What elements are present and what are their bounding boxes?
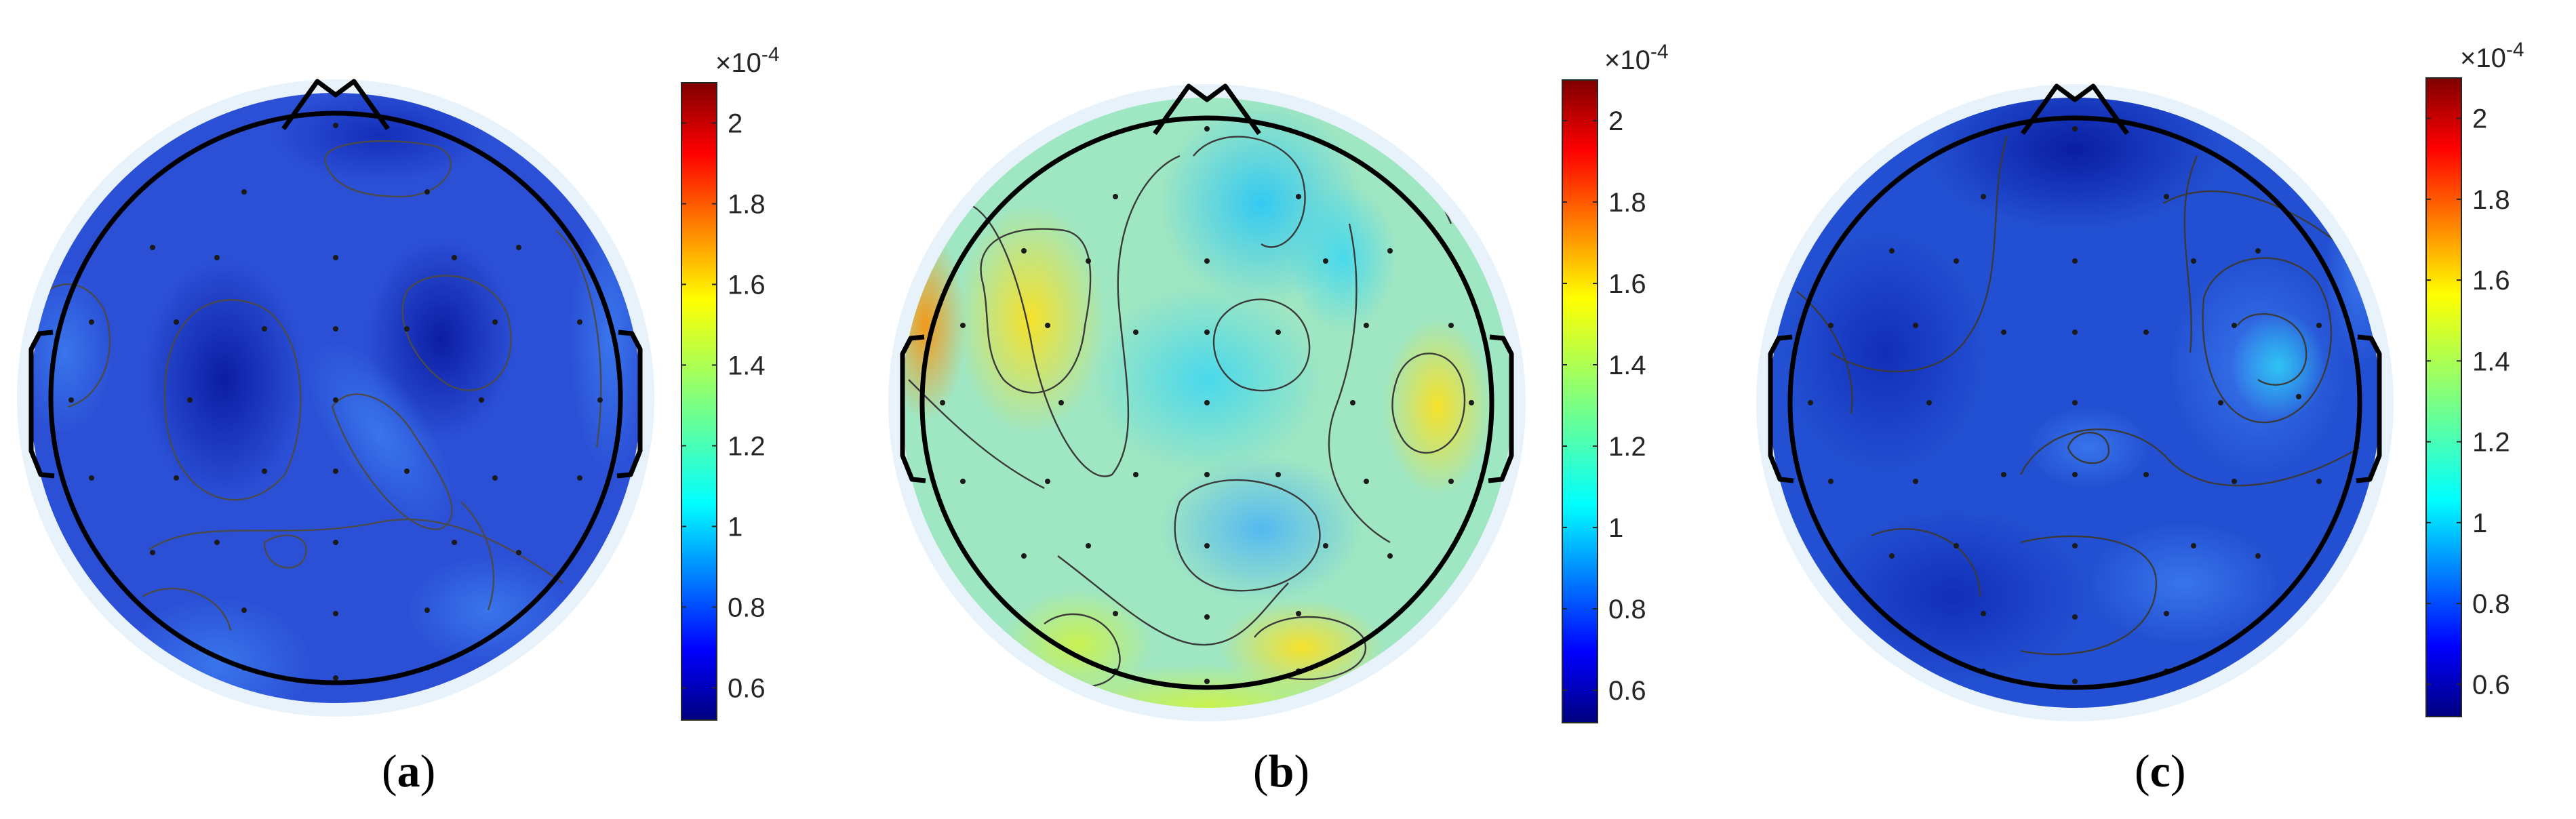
contour-lines: [40, 140, 602, 631]
electrode-markers: [940, 126, 1474, 684]
colorbar-tick-label: 0.6: [1608, 676, 1646, 706]
colorbar-tick-label: 1.8: [728, 189, 766, 219]
contour-lines: [1796, 135, 2360, 656]
head-outline: [28, 79, 643, 685]
colorbar-c: ×10-4 2 1.8 1.6 1.4 1.2 1 0.8 0.6: [2425, 39, 2524, 717]
colorbar-tick-label: 1.4: [728, 351, 766, 380]
left-ear-icon: [900, 334, 926, 483]
svg-text:×10-4: ×10-4: [2460, 39, 2524, 73]
topomap-panel-a: [17, 79, 654, 717]
colorbar-tick-label: 2: [2472, 104, 2487, 134]
colorbar-tick-label: 0.8: [728, 593, 766, 622]
colorbar-tick-label: 0.6: [2472, 670, 2510, 700]
nose-icon: [1153, 83, 1261, 136]
topomap-panel-c: [1756, 83, 2394, 721]
electrode-markers: [68, 123, 603, 681]
svg-text:×10-4: ×10-4: [715, 43, 780, 78]
colorbar-tick-label: 1: [2472, 508, 2487, 538]
colorbar-tick-label: 0.6: [728, 673, 766, 703]
colorbar-tick-label: 1.8: [2472, 185, 2510, 215]
panel-label-a: (a): [382, 745, 435, 797]
colorbar-tick-label: 1.4: [2472, 346, 2510, 376]
topomap-fill: [1770, 98, 2380, 708]
colorbar-tick-label: 1.6: [2472, 266, 2510, 296]
panel-label-b: (b): [1253, 745, 1309, 797]
right-ear-icon: [2356, 334, 2382, 483]
colorbar-exponent: -4: [2506, 39, 2524, 61]
colorbar-exponent: -4: [761, 43, 780, 66]
colorbar-tick-label: 1.8: [1608, 188, 1646, 218]
colorbar-tick-label: 0.8: [2472, 589, 2510, 619]
left-ear-icon: [1768, 334, 1794, 483]
right-ear-icon: [1488, 334, 1514, 483]
head-outline: [1768, 83, 2382, 690]
electrode-markers: [1808, 126, 2322, 684]
colorbar-tick-label: 1: [1608, 513, 1623, 543]
colorbar-tick-label: 1.4: [1608, 351, 1646, 380]
nose-icon: [2021, 83, 2129, 136]
colorbar-tick-label: 1.6: [728, 270, 766, 300]
colorbar-tick-label: 1.2: [1608, 432, 1646, 462]
left-ear-icon: [28, 329, 55, 479]
colorbar-tick-label: 1.2: [2472, 428, 2510, 458]
colorbar-tick-label: 1.6: [1608, 269, 1646, 299]
colorbar-gradient: [1562, 79, 1598, 723]
topomap-panel-b: [888, 83, 1526, 721]
colorbar-a: ×10-4 2 1.8 1.6 1.4 1.2 1 0.8 0.6: [681, 43, 780, 721]
colorbar-multiplier: ×10: [715, 48, 761, 78]
colorbar-tick-label: 0.8: [1608, 595, 1646, 624]
colorbar-tick-label: 1: [728, 512, 742, 542]
right-ear-icon: [616, 329, 643, 479]
colorbar-b: ×10-4 2 1.8 1.6 1.4 1.2 1 0.8 0.6: [1562, 41, 1669, 723]
nose-icon: [281, 79, 390, 131]
colorbar-tick-label: 1.2: [728, 431, 766, 461]
colorbar-tick-label: 2: [1608, 106, 1623, 136]
colorbar-multiplier: ×10: [1604, 45, 1650, 75]
colorbar-multiplier: ×10: [2460, 43, 2506, 73]
svg-text:×10-4: ×10-4: [1604, 41, 1669, 75]
colorbar-tick-label: 2: [728, 108, 742, 138]
colorbar-gradient: [681, 82, 717, 721]
colorbar-exponent: -4: [1650, 41, 1669, 63]
head-outline: [900, 83, 1514, 690]
panel-label-c: (c): [2135, 745, 2186, 797]
colorbar-gradient: [2425, 77, 2462, 717]
